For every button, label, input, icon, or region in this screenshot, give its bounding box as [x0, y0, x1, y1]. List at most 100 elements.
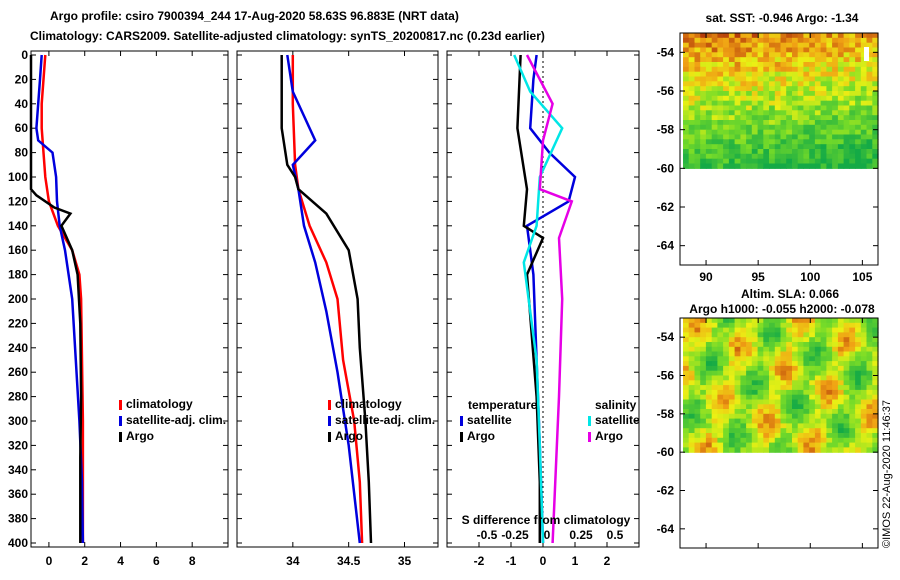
heatmap-cell [849, 380, 856, 386]
heatmap-cell [763, 418, 770, 424]
heatmap-cell [769, 356, 776, 362]
heatmap-cell [705, 134, 713, 140]
heatmap-cell [705, 81, 713, 87]
legend-swatch [588, 432, 591, 442]
heatmap-cell [803, 153, 810, 160]
heatmap-cell [734, 163, 741, 169]
heatmap-cell [694, 380, 701, 386]
heatmap-cell [780, 47, 787, 53]
heatmap-cell [820, 158, 827, 165]
heatmap-cell [774, 385, 782, 391]
heatmap-cell [746, 62, 753, 68]
heatmap-cell [728, 389, 736, 396]
heatmap-cell [843, 129, 850, 136]
heatmap-cell [826, 158, 833, 165]
heatmap-cell [740, 153, 747, 160]
heatmap-cell [700, 361, 707, 367]
heatmap-cell [694, 409, 701, 415]
heatmap-cell [700, 385, 707, 391]
heatmap-cell [688, 110, 695, 116]
heatmap-cell [688, 129, 695, 136]
y-tick-label: -60 [657, 161, 675, 175]
heatmap-cell [860, 380, 868, 386]
heatmap-cell [855, 124, 862, 131]
heatmap-cell [849, 62, 856, 68]
heatmap-cell [803, 57, 810, 63]
heatmap-cell [843, 318, 850, 324]
heatmap-cell [797, 42, 804, 49]
heatmap-cell [849, 332, 856, 338]
heatmap-cell [694, 375, 701, 381]
heatmap-cell [751, 322, 759, 329]
heatmap-cell [786, 57, 793, 63]
heatmap-cell [728, 370, 736, 377]
heatmap-cell [740, 356, 747, 362]
heatmap-cell [734, 433, 741, 439]
heatmap-cell [688, 389, 695, 396]
heatmap-cell [820, 91, 827, 97]
heatmap-cell [814, 42, 822, 49]
heatmap-cell [700, 389, 707, 396]
heatmap-cell [820, 110, 827, 116]
heatmap-cell [826, 370, 833, 377]
heatmap-cell [774, 153, 782, 160]
heatmap-cell [734, 361, 741, 367]
heatmap-cell [820, 433, 827, 439]
heatmap-cell [763, 124, 770, 131]
heatmap-cell [688, 66, 695, 73]
heatmap-cell [683, 33, 690, 39]
heatmap-cell [688, 394, 695, 401]
heatmap-cell [711, 86, 718, 92]
heatmap-cell [814, 385, 822, 391]
y-tick-label: 340 [8, 463, 28, 477]
heatmap-cell [786, 91, 793, 97]
heatmap-cell [860, 158, 868, 165]
heatmap-cell [728, 322, 736, 329]
heatmap-cell [694, 413, 701, 420]
heatmap-cell [855, 346, 862, 353]
heatmap-cell [849, 47, 856, 53]
heatmap-cell [809, 365, 816, 372]
heatmap-cell [814, 318, 822, 324]
series-line-satellite_t [525, 54, 577, 544]
heatmap-cell [832, 399, 839, 405]
heatmap-cell [786, 361, 793, 367]
heatmap-cell [872, 394, 879, 401]
heatmap-cell [763, 442, 770, 448]
heatmap-cell [860, 62, 868, 68]
heatmap-cell [820, 342, 827, 348]
heatmap-cell [723, 404, 730, 410]
heatmap-cell [809, 57, 816, 63]
heatmap-cell [774, 115, 782, 121]
heatmap-cell [740, 100, 747, 107]
heatmap-cell [849, 418, 856, 424]
heatmap-cell [780, 153, 787, 160]
heatmap-cell [832, 76, 839, 82]
heatmap-cell [757, 409, 764, 415]
heatmap-cell [746, 433, 753, 439]
heatmap-cell [711, 428, 718, 434]
heatmap-cell [694, 342, 701, 348]
heatmap-cell [700, 139, 707, 145]
heatmap-cell [723, 95, 730, 102]
heatmap-cell [832, 394, 839, 401]
secondary-tick-label: 0.25 [569, 528, 593, 542]
y-tick-label: 260 [8, 365, 28, 379]
heatmap-cell [855, 332, 862, 338]
heatmap-cell [751, 139, 759, 145]
y-tick-label: 320 [8, 438, 28, 452]
heatmap-cell [803, 81, 810, 87]
heatmap-cell [734, 42, 741, 49]
heatmap-cell [688, 33, 695, 39]
heatmap-cell [843, 351, 850, 357]
heatmap-cell [723, 57, 730, 63]
heatmap-cell [757, 71, 764, 78]
heatmap-cell [860, 110, 868, 116]
heatmap-cell [723, 394, 730, 401]
legend-swatch [119, 400, 122, 410]
y-tick-label: 220 [8, 316, 28, 330]
heatmap-cell [769, 71, 776, 78]
heatmap-cell [820, 95, 827, 102]
heatmap-cell [866, 115, 873, 121]
heatmap-cell [855, 163, 862, 169]
